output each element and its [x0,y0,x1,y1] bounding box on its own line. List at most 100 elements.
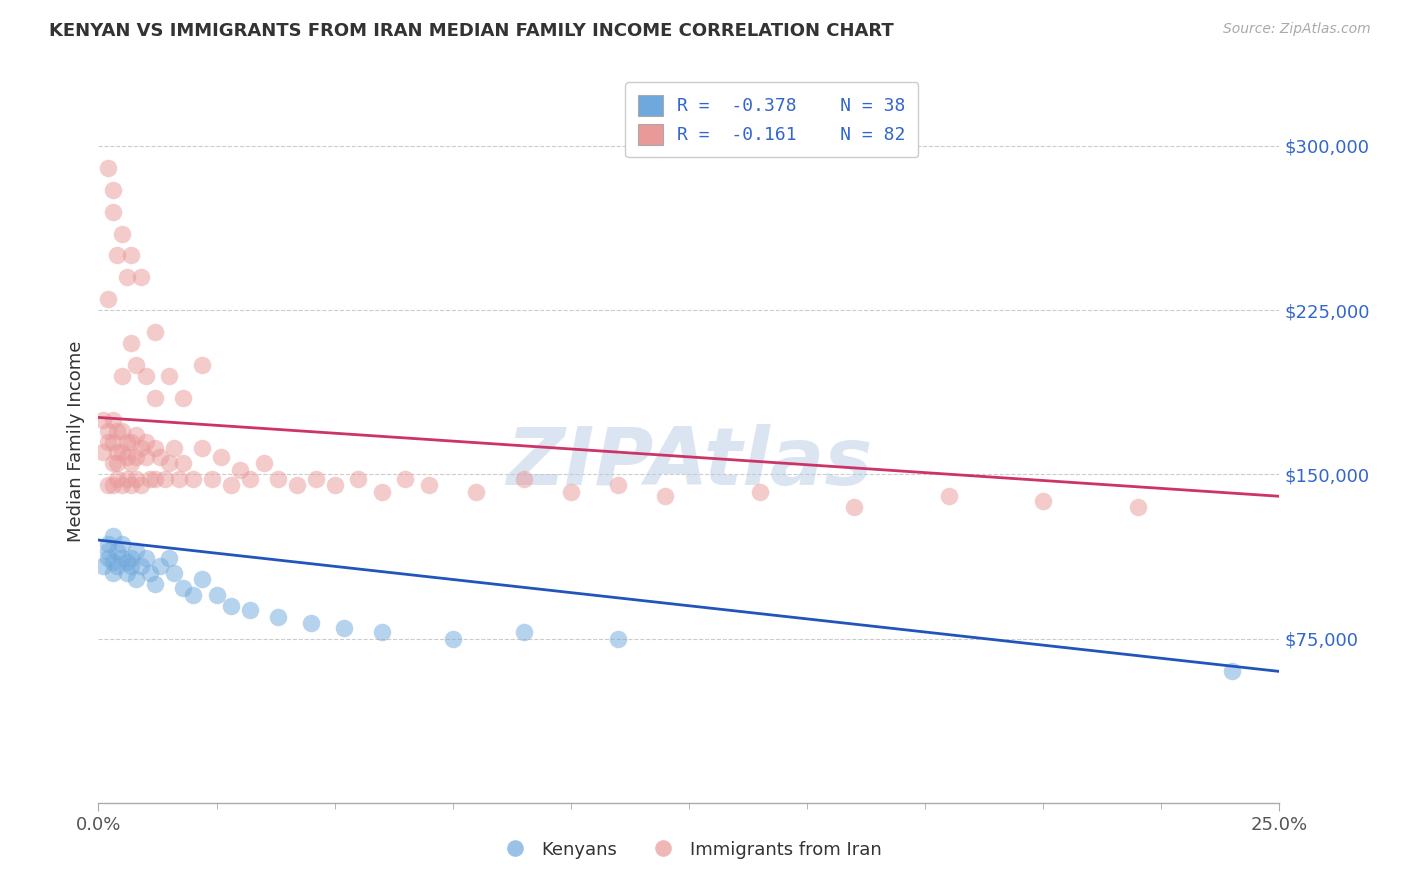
Point [101,204,124,219]
Point [219,478,242,492]
Point [111,227,134,241]
Point [97,478,120,492]
Point [135,368,157,383]
Point [157,550,180,565]
Point [305,472,328,486]
Point [135,550,157,565]
Point [135,434,157,449]
Point [181,472,204,486]
Point [143,391,166,405]
Point [172,581,194,595]
Point [205,588,228,602]
Point [97,161,120,175]
Point [371,484,394,499]
Point [201,472,224,486]
Point [101,529,124,543]
Point [125,450,148,464]
Point [394,472,416,486]
Point [129,559,152,574]
Point [267,609,290,624]
Point [181,588,204,602]
Point [111,537,134,551]
Point [219,599,242,613]
Point [748,484,770,499]
Point [1126,500,1149,515]
Point [91,559,114,574]
Point [115,434,138,449]
Point [465,484,488,499]
Point [121,478,143,492]
Point [105,472,128,486]
Point [172,457,194,471]
Point [139,472,162,486]
Point [191,358,214,372]
Point [149,450,172,464]
Point [101,555,124,569]
Point [97,550,120,565]
Text: Source: ZipAtlas.com: Source: ZipAtlas.com [1223,22,1371,37]
Point [97,434,120,449]
Point [111,445,134,459]
Point [209,450,232,464]
Point [125,472,148,486]
Point [121,434,143,449]
Point [91,412,114,426]
Point [105,424,128,438]
Point [253,457,276,471]
Point [239,472,262,486]
Point [125,573,148,587]
Point [101,412,124,426]
Point [115,450,138,464]
Point [1032,493,1054,508]
Point [143,577,166,591]
Point [121,248,143,262]
Point [512,625,534,640]
Point [129,270,152,285]
Text: KENYAN VS IMMIGRANTS FROM IRAN MEDIAN FAMILY INCOME CORRELATION CHART: KENYAN VS IMMIGRANTS FROM IRAN MEDIAN FA… [49,22,894,40]
Point [191,441,214,455]
Point [267,472,290,486]
Point [105,445,128,459]
Point [105,248,128,262]
Point [163,566,186,580]
Point [115,566,138,580]
Point [121,336,143,351]
Point [97,537,120,551]
Point [229,463,252,477]
Point [938,489,960,503]
Point [111,478,134,492]
Point [97,424,120,438]
Point [560,484,582,499]
Point [844,500,866,515]
Point [347,472,370,486]
Point [143,325,166,339]
Point [149,559,172,574]
Point [105,559,128,574]
Point [157,368,180,383]
Point [441,632,464,646]
Point [91,445,114,459]
Point [239,603,262,617]
Point [115,555,138,569]
Point [333,621,356,635]
Point [105,457,128,471]
Point [607,632,630,646]
Point [97,292,120,306]
Point [105,544,128,558]
Point [607,478,630,492]
Point [143,472,166,486]
Point [111,424,134,438]
Point [512,472,534,486]
Point [157,457,180,471]
Point [299,616,322,631]
Point [143,441,166,455]
Point [125,544,148,558]
Point [111,550,134,565]
Y-axis label: Median Family Income: Median Family Income [66,341,84,542]
Point [172,391,194,405]
Legend: Kenyans, Immigrants from Iran: Kenyans, Immigrants from Iran [489,834,889,866]
Point [163,441,186,455]
Point [97,544,120,558]
Point [139,566,162,580]
Point [371,625,394,640]
